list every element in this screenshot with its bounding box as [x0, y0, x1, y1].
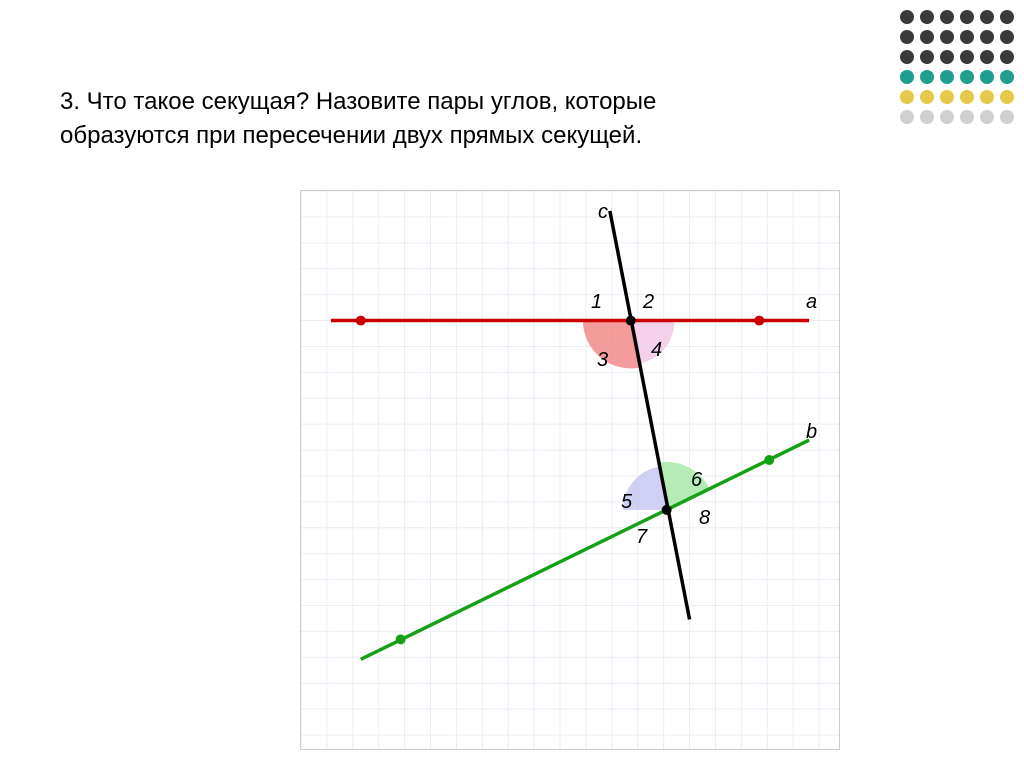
decorative-dot	[900, 50, 914, 64]
line-label: b	[806, 421, 817, 444]
decorative-dot-grid	[900, 10, 1014, 124]
decorative-dot	[920, 90, 934, 104]
decorative-dot	[980, 70, 994, 84]
decorative-dot	[920, 70, 934, 84]
decorative-dot	[960, 30, 974, 44]
angle-number: 7	[636, 526, 647, 549]
angle-number: 1	[591, 291, 602, 314]
decorative-dot	[960, 50, 974, 64]
decorative-dot	[940, 90, 954, 104]
decorative-dot	[960, 10, 974, 24]
decorative-dot	[940, 10, 954, 24]
decorative-dot	[1000, 30, 1014, 44]
decorative-dot	[1000, 70, 1014, 84]
decorative-dot	[920, 30, 934, 44]
line-label: c	[598, 201, 608, 224]
decorative-dot	[900, 30, 914, 44]
decorative-dot	[940, 110, 954, 124]
decorative-dot	[1000, 50, 1014, 64]
decorative-dot	[960, 110, 974, 124]
decorative-dot	[1000, 90, 1014, 104]
diagram-lines	[301, 191, 839, 749]
decorative-dot	[900, 110, 914, 124]
decorative-dot	[1000, 10, 1014, 24]
decorative-dot	[940, 70, 954, 84]
angle-number: 8	[699, 507, 710, 530]
decorative-dot	[960, 90, 974, 104]
decorative-dot	[980, 10, 994, 24]
decorative-dot	[980, 110, 994, 124]
decorative-dot	[900, 10, 914, 24]
geometry-diagram: a b c 1 2 3 4 5 6 7 8	[300, 190, 840, 750]
decorative-dot	[980, 30, 994, 44]
angle-number: 6	[691, 469, 702, 492]
decorative-dot	[980, 90, 994, 104]
decorative-dot	[960, 70, 974, 84]
decorative-dot	[920, 50, 934, 64]
decorative-dot	[980, 50, 994, 64]
question-text: 3. Что такое секущая? Назовите пары угло…	[60, 85, 700, 152]
decorative-dot	[900, 70, 914, 84]
decorative-dot	[900, 90, 914, 104]
angle-number: 4	[651, 339, 662, 362]
decorative-dot	[920, 10, 934, 24]
angle-number: 3	[597, 349, 608, 372]
angle-number: 5	[621, 491, 632, 514]
decorative-dot	[940, 30, 954, 44]
decorative-dot	[1000, 110, 1014, 124]
decorative-dot	[940, 50, 954, 64]
angle-number: 2	[643, 291, 654, 314]
line-label: a	[806, 291, 817, 314]
decorative-dot	[920, 110, 934, 124]
